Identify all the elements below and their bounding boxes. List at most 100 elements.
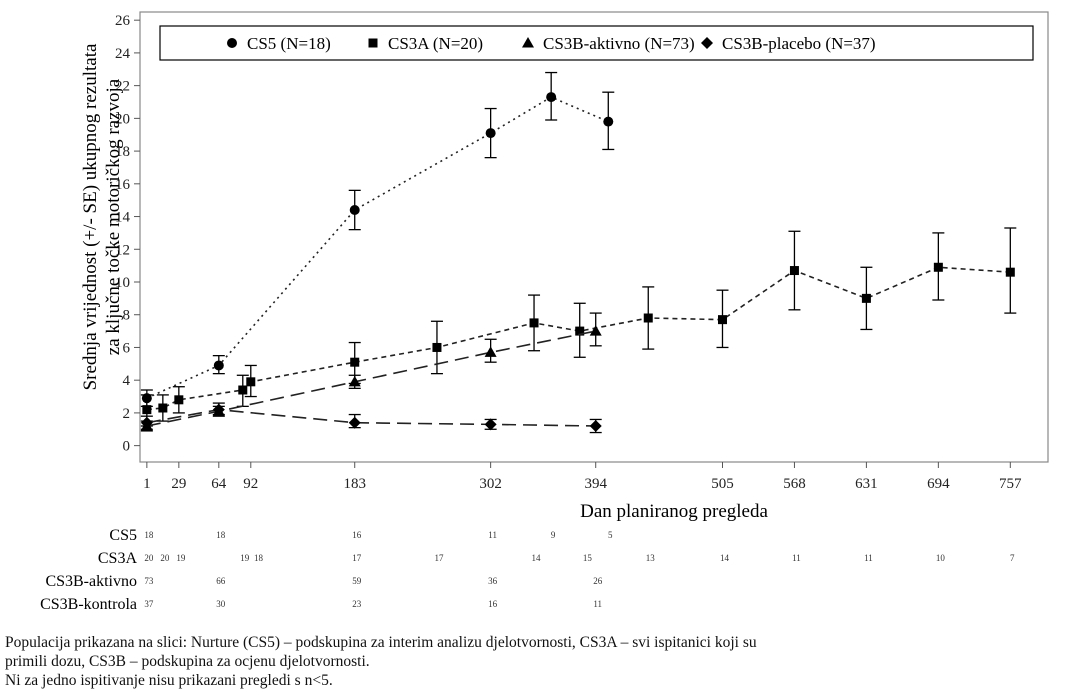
risk-row-cs3b-aktivno: CS3B-aktivno 73 66 59 36 26 bbox=[45, 573, 602, 590]
risk-count: 18 bbox=[254, 553, 264, 563]
risk-count: 11 bbox=[488, 530, 497, 540]
legend-box bbox=[159, 25, 1034, 61]
x-tick-label: 505 bbox=[711, 476, 734, 492]
series-square bbox=[140, 227, 1017, 427]
y-tick-label: 4 bbox=[123, 373, 131, 389]
square-marker bbox=[432, 342, 442, 352]
triangle-marker bbox=[522, 37, 534, 48]
legend-entry: CS3B-aktivno (N=73) bbox=[543, 34, 695, 53]
risk-row-label: CS5 bbox=[109, 527, 137, 544]
x-tick-label: 29 bbox=[171, 476, 186, 492]
diamond-marker bbox=[212, 403, 225, 416]
diamond-marker bbox=[701, 37, 713, 49]
square-marker bbox=[350, 357, 360, 367]
footnote-population: Populacija prikazana na slici: Nurture (… bbox=[5, 634, 757, 651]
risk-row-label: CS3B-aktivno bbox=[45, 573, 137, 590]
risk-count: 20 bbox=[160, 553, 170, 563]
square-marker bbox=[174, 395, 184, 405]
x-tick-label: 394 bbox=[584, 476, 607, 492]
square-marker bbox=[1005, 267, 1015, 277]
x-tick-label: 64 bbox=[211, 476, 227, 492]
risk-count: 66 bbox=[216, 576, 226, 586]
circle-marker bbox=[349, 205, 360, 215]
square-marker bbox=[789, 266, 799, 276]
risk-count: 11 bbox=[792, 553, 801, 563]
footnote-population-cont: primili dozu, CS3B – podskupina za ocjen… bbox=[5, 653, 370, 670]
y-tick-label: 10 bbox=[115, 275, 130, 291]
y-tick-label: 24 bbox=[115, 46, 131, 62]
square-marker bbox=[238, 385, 248, 395]
risk-count: 19 bbox=[176, 553, 186, 563]
y-tick-label: 0 bbox=[123, 439, 131, 455]
circle-marker bbox=[213, 360, 224, 371]
risk-count: 16 bbox=[488, 599, 498, 609]
footnotes: Populacija prikazana na slici: Nurture (… bbox=[5, 633, 1065, 690]
circle-marker bbox=[227, 38, 237, 48]
risk-count: 15 bbox=[583, 553, 593, 563]
square-marker bbox=[246, 377, 256, 387]
y-tick-label: 12 bbox=[115, 242, 130, 258]
x-tick-label: 568 bbox=[783, 476, 806, 492]
legend-entry: CS5 (N=18) bbox=[247, 34, 331, 53]
series-diamond bbox=[140, 402, 602, 434]
square-marker bbox=[368, 38, 378, 48]
risk-count: 26 bbox=[593, 576, 603, 586]
risk-count: 7 bbox=[1010, 553, 1015, 563]
legend: CS5 (N=18) CS3A (N=20) CS3B-aktivno (N=73)… bbox=[159, 25, 1034, 61]
risk-count: 23 bbox=[352, 599, 362, 609]
risk-count: 18 bbox=[216, 530, 226, 540]
x-tick-label: 302 bbox=[479, 476, 502, 492]
risk-count: 9 bbox=[551, 530, 556, 540]
circle-marker bbox=[603, 116, 614, 127]
series-line bbox=[146, 408, 596, 427]
footnote-visits: Ni za jedno ispitivanje nisu prikazani p… bbox=[5, 672, 333, 689]
y-tick-label: 8 bbox=[123, 308, 131, 324]
risk-count: 37 bbox=[144, 599, 154, 609]
risk-count: 13 bbox=[646, 553, 656, 563]
diamond-marker bbox=[484, 418, 497, 431]
risk-row-label: CS3B-kontrola bbox=[40, 596, 137, 613]
series-triangle bbox=[140, 312, 602, 432]
risk-count: 14 bbox=[532, 553, 542, 563]
risk-row-cs3a: CS3A 20 20 19 19 18 17 17 14 15 13 14 11 11 10 7 bbox=[98, 550, 1015, 567]
series-line bbox=[146, 266, 1011, 411]
square-marker bbox=[717, 315, 727, 325]
plot-frame bbox=[139, 11, 1049, 463]
risk-count: 16 bbox=[352, 530, 362, 540]
risk-count: 20 bbox=[144, 553, 154, 563]
risk-count: 11 bbox=[864, 553, 873, 563]
risk-count: 17 bbox=[352, 553, 362, 563]
y-tick-label: 26 bbox=[115, 13, 131, 29]
legend-entry: CS3B-placebo (N=37) bbox=[722, 34, 876, 53]
triangle-marker bbox=[589, 325, 602, 336]
y-tick-label: 16 bbox=[115, 177, 131, 193]
circle-marker bbox=[546, 92, 557, 103]
diamond-marker bbox=[589, 420, 602, 432]
y-tick-label: 22 bbox=[115, 79, 130, 95]
square-marker bbox=[933, 262, 943, 272]
y-tick-label: 14 bbox=[115, 210, 131, 226]
risk-count: 18 bbox=[144, 530, 154, 540]
risk-count: 14 bbox=[720, 553, 730, 563]
square-marker bbox=[529, 318, 539, 328]
series-line bbox=[146, 330, 596, 427]
triangle-marker bbox=[348, 375, 361, 387]
risk-count: 17 bbox=[434, 553, 444, 563]
diamond-marker bbox=[348, 416, 361, 429]
risk-count: 10 bbox=[936, 553, 946, 563]
risk-count: 73 bbox=[144, 576, 154, 586]
square-marker bbox=[643, 313, 653, 323]
y-tick-label: 2 bbox=[123, 406, 131, 422]
risk-count: 5 bbox=[608, 530, 613, 540]
y-tick-label: 18 bbox=[115, 144, 130, 160]
risk-count: 59 bbox=[352, 576, 362, 586]
risk-count: 36 bbox=[488, 576, 498, 586]
series-line bbox=[146, 96, 609, 399]
risk-row-cs5: CS5 18 18 16 11 9 5 bbox=[109, 527, 613, 544]
risk-row-cs3b-kontrola: CS3B-kontrola 37 30 23 16 11 bbox=[40, 596, 602, 613]
risk-row-label: CS3A bbox=[98, 550, 138, 567]
y-axis-label-line2: za ključne točke motoričkog razvoja bbox=[103, 78, 124, 355]
x-tick-label: 757 bbox=[999, 476, 1022, 492]
x-tick-label: 694 bbox=[927, 476, 950, 492]
